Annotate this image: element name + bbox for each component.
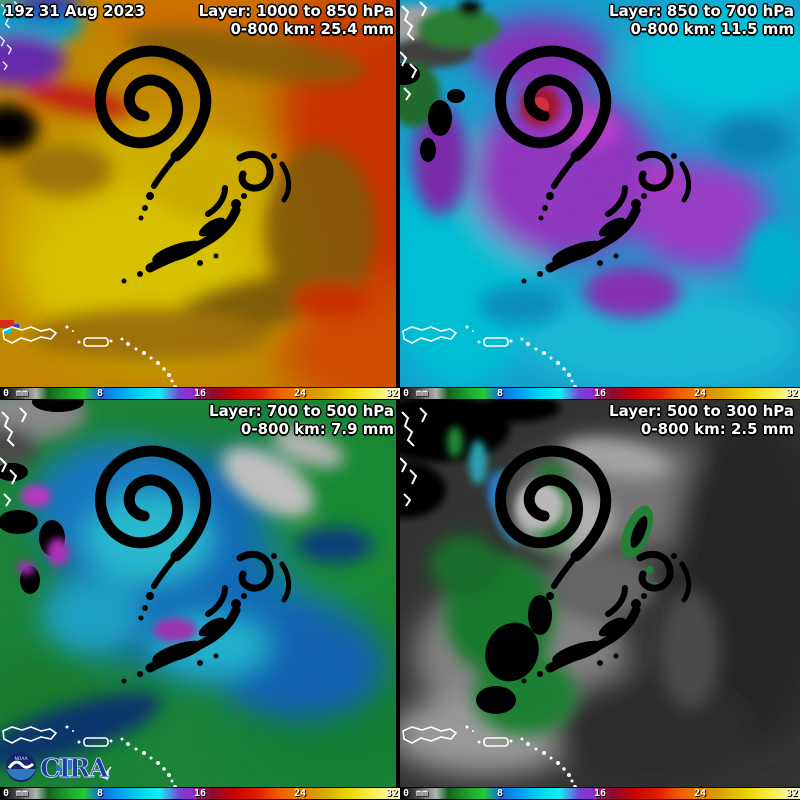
agency-logos: NOAA CIRA xyxy=(6,752,112,784)
colorbar-tick: 32 xyxy=(785,788,798,799)
colorbar-tick: 16 xyxy=(193,788,207,799)
noaa-logo-icon: NOAA xyxy=(6,752,36,782)
panel-700-500-image xyxy=(0,400,400,788)
colorbar-tick: 32 xyxy=(785,388,798,399)
colorbar-tick: 24 xyxy=(693,788,707,799)
colorbar-unit: mm xyxy=(416,788,429,799)
colorbar-tick: 0 xyxy=(403,388,410,399)
colorbar-1000-850: 0 mm 8 16 24 32 xyxy=(0,387,400,400)
timestamp-label: 19z 31 Aug 2023 xyxy=(4,2,145,20)
noaa-logo-text: NOAA xyxy=(14,756,28,762)
panel-divider xyxy=(396,0,400,387)
colorbar-tick: 8 xyxy=(96,788,104,799)
colorbar-tick: 8 xyxy=(496,788,504,799)
colorbar-tick: 16 xyxy=(593,788,607,799)
colorbar-tick: 0 xyxy=(403,788,410,799)
colorbar-tick: 8 xyxy=(96,388,104,399)
panel-divider xyxy=(396,400,400,787)
colorbar-tick: 24 xyxy=(693,388,707,399)
colorbar-tick: 32 xyxy=(385,388,398,399)
colorbar-unit: mm xyxy=(16,788,29,799)
colorbar-850-700: 0 mm 8 16 24 32 xyxy=(400,387,800,400)
colorbar-tick: 0 xyxy=(3,388,10,399)
colorbar-unit: mm xyxy=(416,388,429,399)
colorbar-tick: 32 xyxy=(385,788,398,799)
colorbar-tick: 8 xyxy=(496,388,504,399)
cira-logo-icon: CIRA xyxy=(40,754,112,784)
colorbar-tick: 16 xyxy=(193,388,207,399)
cira-logo-text: CIRA xyxy=(40,754,109,784)
colorbar-700-500: 0 mm 8 16 24 32 xyxy=(0,787,400,800)
panel-1000-850-image xyxy=(0,0,400,388)
colorbar-500-300: 0 mm 8 16 24 32 xyxy=(400,787,800,800)
panel-500-300-image xyxy=(400,400,800,788)
colorbar-tick: 24 xyxy=(293,388,307,399)
colorbar-unit: mm xyxy=(16,388,29,399)
panel-850-700-image xyxy=(400,0,800,388)
colorbar-tick: 24 xyxy=(293,788,307,799)
colorbar-tick: 16 xyxy=(593,388,607,399)
colorbar-tick: 0 xyxy=(3,788,10,799)
